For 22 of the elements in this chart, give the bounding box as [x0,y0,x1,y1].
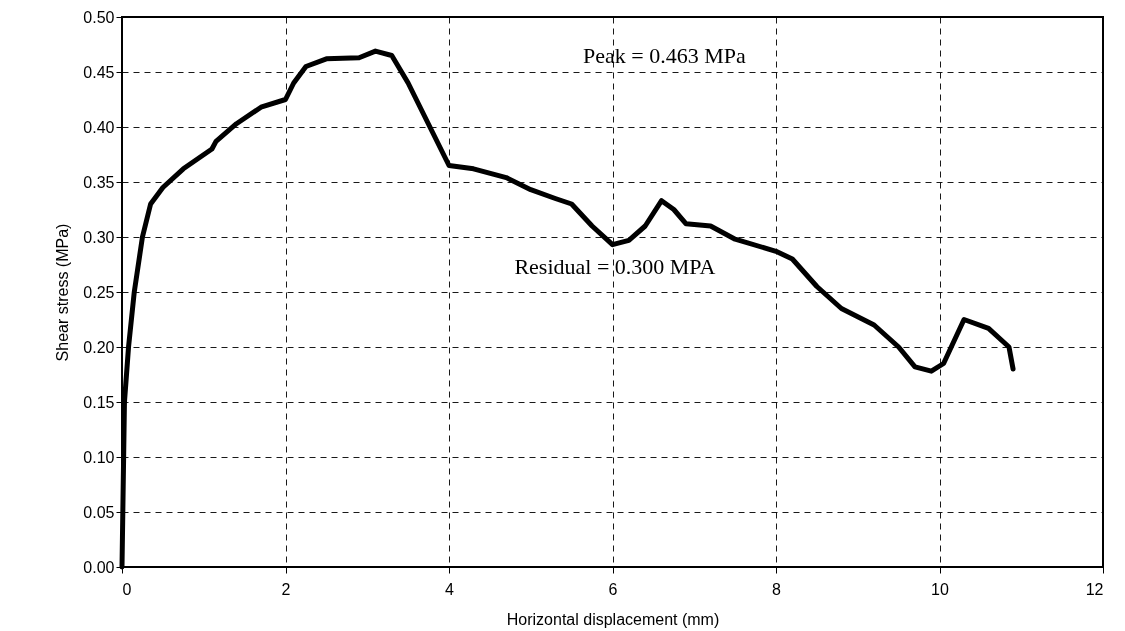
annotation: Peak = 0.463 MPa [583,42,747,68]
y-tick-label: 0.45 [83,63,115,81]
x-tick-label: 10 [931,580,949,598]
x-tick-label: 4 [445,580,455,598]
x-tick-label: 2 [281,580,291,598]
x-tick-label: 12 [1085,580,1104,598]
y-tick-label: 0.50 [83,8,115,26]
y-tick-label: 0.30 [83,228,115,246]
x-tick-label: 6 [608,580,618,598]
y-tick-label: 0.05 [83,503,115,521]
annotation: Residual = 0.300 MPA [514,254,716,280]
y-tick-label: 0.40 [83,118,115,136]
x-axis-title: Horizontal displacement (mm) [506,610,720,628]
y-tick-label: 0.25 [83,283,115,301]
y-tick-label: 0.00 [83,558,115,576]
y-tick-label: 0.20 [83,338,115,356]
y-tick-label: 0.10 [83,448,115,466]
y-axis-title: Shear stress (MPa) [54,223,72,362]
x-tick-label: 0 [122,580,132,598]
y-tick-label: 0.35 [83,173,115,191]
x-tick-label: 8 [772,580,782,598]
y-tick-label: 0.15 [83,393,115,411]
